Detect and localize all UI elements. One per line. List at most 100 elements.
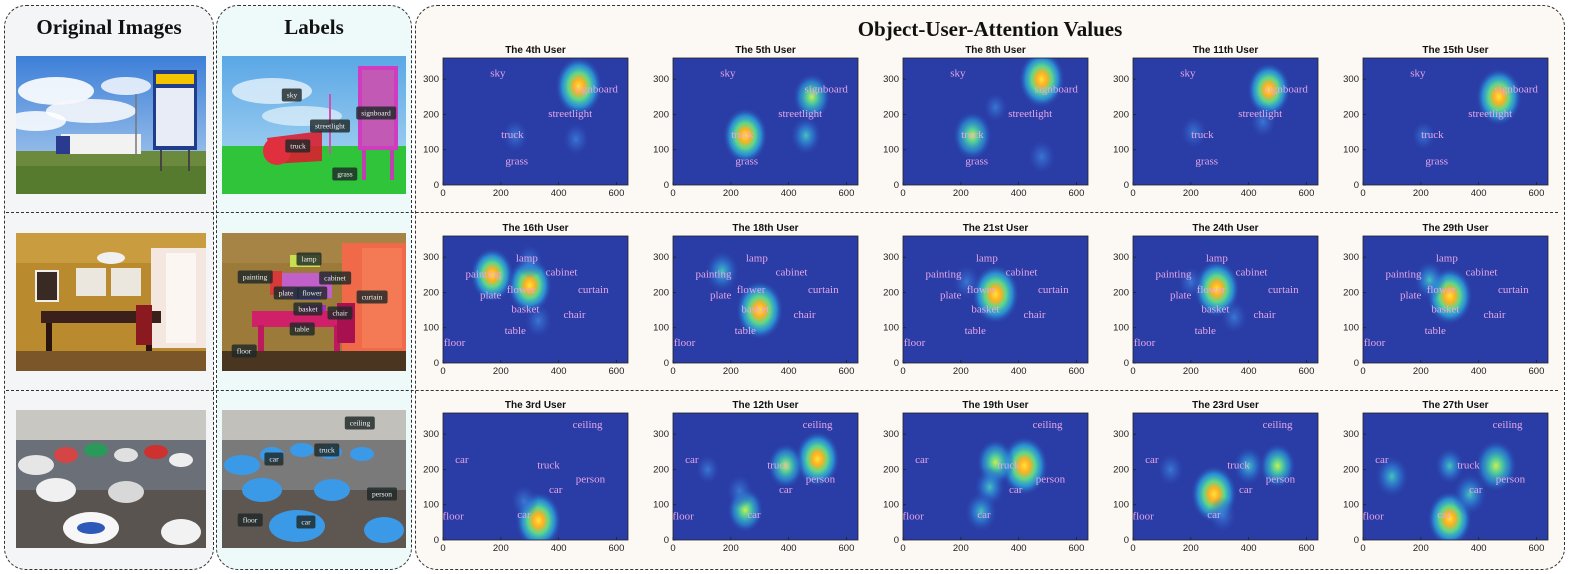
object-label: truck xyxy=(997,459,1020,471)
object-label: grass xyxy=(1195,156,1218,168)
x-tick-label: 600 xyxy=(1529,366,1545,377)
attention-hotspot xyxy=(561,121,591,157)
heatmap-title: The 8th User xyxy=(965,45,1026,56)
x-tick-label: 400 xyxy=(1471,366,1487,377)
attention-hotspot xyxy=(1207,496,1238,534)
x-tick-label: 400 xyxy=(781,543,797,554)
axes-frame xyxy=(442,412,629,541)
object-label: lamp xyxy=(1206,252,1228,264)
y-tick-label: 100 xyxy=(1113,500,1129,511)
object-label: lamp xyxy=(1436,252,1458,264)
object-label: car xyxy=(1207,509,1221,521)
y-tick-label: 100 xyxy=(883,145,899,156)
attention-hotspot xyxy=(725,472,754,509)
y-tick-label: 0 xyxy=(1354,535,1359,546)
y-tick-label: 100 xyxy=(883,323,899,334)
attention-hotspot xyxy=(509,483,539,519)
object-label: floor xyxy=(1362,511,1384,523)
x-tick-label: 0 xyxy=(900,188,905,199)
heatmap-title: The 18th User xyxy=(732,223,798,234)
y-tick-label: 100 xyxy=(1113,323,1129,334)
object-label: flower xyxy=(1427,284,1456,296)
x-tick-label: 0 xyxy=(670,188,675,199)
y-tick-label: 0 xyxy=(664,180,669,191)
attention-hotspot xyxy=(515,242,544,279)
y-tick-label: 200 xyxy=(1113,109,1129,120)
object-label: streetlight xyxy=(1238,108,1282,120)
attention-hotspot xyxy=(1374,454,1410,499)
object-label: car xyxy=(517,509,531,521)
object-label: car xyxy=(747,509,761,521)
object-label: plate xyxy=(1400,290,1421,302)
object-label: lamp xyxy=(746,252,768,264)
y-tick-label: 300 xyxy=(1113,252,1129,263)
object-label: streetlight xyxy=(1008,108,1052,120)
object-label: basket xyxy=(741,304,769,316)
original-image-roadside xyxy=(16,56,206,194)
object-label: sky xyxy=(1410,67,1426,79)
y-tick-label: 300 xyxy=(883,429,899,440)
axes-frame xyxy=(1362,57,1549,186)
object-label: ceiling xyxy=(803,419,833,431)
attention-hotspot xyxy=(704,249,740,294)
object-label: person xyxy=(576,474,606,486)
y-tick-label: 300 xyxy=(1343,429,1359,440)
attention-hotspot xyxy=(554,58,603,117)
y-tick-label: 100 xyxy=(1343,145,1359,156)
x-tick-label: 200 xyxy=(1183,543,1199,554)
x-tick-label: 200 xyxy=(953,366,969,377)
axes-frame xyxy=(1362,235,1549,364)
attention-hotspot xyxy=(1219,299,1249,335)
axes-frame xyxy=(1132,235,1319,364)
x-tick-label: 400 xyxy=(551,188,567,199)
mask-label-tag: plate xyxy=(273,286,299,300)
y-tick-label: 300 xyxy=(883,252,899,263)
object-label: truck xyxy=(1457,459,1480,471)
object-label: car xyxy=(1469,484,1483,496)
attention-heatmap: The 23rd User ceiling car truck person car flo… xyxy=(1105,397,1330,556)
object-label: person xyxy=(1036,474,1066,486)
y-tick-label: 0 xyxy=(434,358,439,369)
object-label: floor xyxy=(902,511,924,523)
object-label: car xyxy=(1239,484,1253,496)
y-tick-label: 100 xyxy=(1343,323,1359,334)
object-label: chair xyxy=(794,309,816,321)
x-tick-label: 600 xyxy=(1299,543,1315,554)
y-tick-label: 300 xyxy=(1113,74,1129,85)
x-tick-label: 0 xyxy=(1130,366,1135,377)
y-tick-label: 300 xyxy=(423,74,439,85)
attention-heading: Object-User-Attention Values xyxy=(857,17,1123,41)
mask-label-tag: car xyxy=(264,452,284,466)
object-label: car xyxy=(455,454,469,466)
object-label: plate xyxy=(710,290,731,302)
y-tick-label: 300 xyxy=(423,252,439,263)
object-label: sky xyxy=(720,67,736,79)
heatmap-title: The 4th User xyxy=(505,45,566,56)
x-tick-label: 0 xyxy=(1360,543,1365,554)
heatmap-title: The 29th User xyxy=(1422,223,1488,234)
x-tick-label: 200 xyxy=(953,188,969,199)
heatmap-title: The 27th User xyxy=(1422,400,1488,411)
x-tick-label: 400 xyxy=(1471,543,1487,554)
object-label: painting xyxy=(925,268,962,280)
object-label: basket xyxy=(1201,304,1229,316)
y-tick-label: 100 xyxy=(1113,145,1129,156)
object-label: curtain xyxy=(578,284,609,296)
object-label: signboard xyxy=(1035,83,1079,95)
heatmap-background xyxy=(673,58,858,185)
y-tick-label: 0 xyxy=(1124,180,1129,191)
object-label: truck xyxy=(961,129,984,141)
x-tick-label: 600 xyxy=(609,188,625,199)
attention-hotspot xyxy=(982,91,1009,124)
x-tick-label: 400 xyxy=(551,366,567,377)
y-tick-label: 200 xyxy=(1113,464,1129,475)
x-tick-label: 200 xyxy=(493,188,509,199)
object-label: floor xyxy=(1134,337,1156,349)
x-tick-label: 400 xyxy=(1241,188,1257,199)
attention-hotspot xyxy=(523,302,554,340)
x-tick-label: 200 xyxy=(723,188,739,199)
y-tick-label: 0 xyxy=(664,535,669,546)
x-tick-label: 0 xyxy=(1360,188,1365,199)
x-tick-label: 0 xyxy=(440,188,445,199)
x-tick-label: 600 xyxy=(839,543,855,554)
